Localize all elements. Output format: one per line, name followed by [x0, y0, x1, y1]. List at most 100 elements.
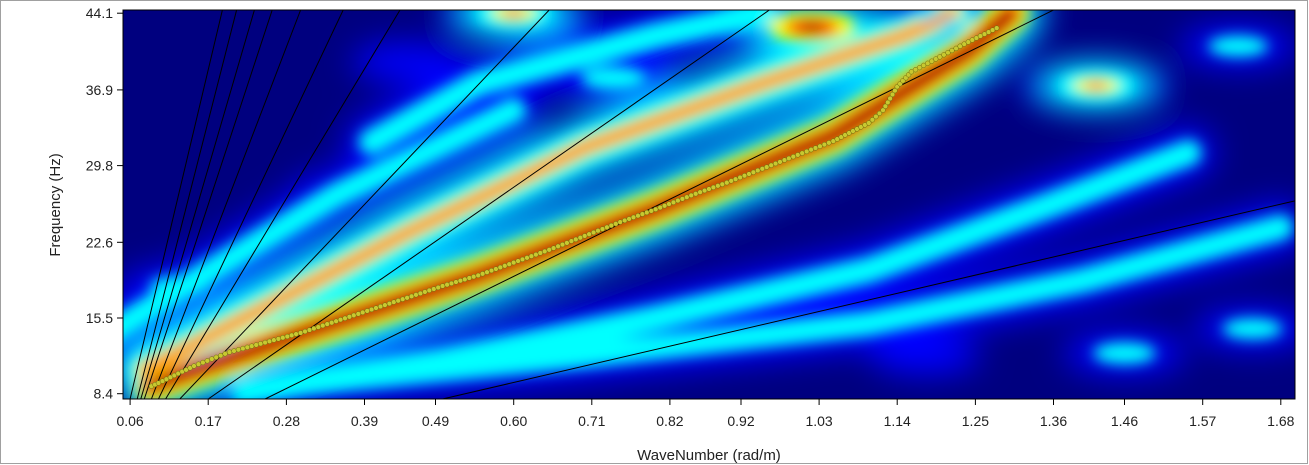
pick-point [688, 192, 694, 199]
pick-point [693, 191, 699, 197]
pick-point [528, 253, 535, 259]
pick-point [368, 306, 375, 313]
pick-point [542, 248, 548, 255]
pick-point [994, 25, 1000, 31]
pick-point [426, 287, 432, 294]
pick-point [666, 201, 672, 207]
y-tick-label-3: 29.8 [86, 158, 113, 174]
pick-point [916, 64, 923, 71]
x-tick-label-0: 0.06 [116, 413, 143, 429]
pick-point [599, 226, 606, 232]
pick-point [555, 243, 561, 249]
plot-area [123, 10, 1295, 399]
energy-spot-9-level-1 [884, 341, 967, 370]
velocity-line-6 [165, 10, 401, 399]
pick-point [920, 62, 927, 69]
pick-point [937, 54, 943, 60]
x-tick-label-8: 0.92 [727, 413, 754, 429]
pick-point [253, 342, 259, 348]
pick-point [400, 296, 406, 302]
pick-point [413, 292, 419, 298]
pick-point [195, 361, 202, 367]
pick-point [191, 363, 197, 369]
y-tick-label-2: 22.6 [86, 234, 113, 250]
x-axis-label: WaveNumber (rad/m) [637, 447, 781, 464]
pick-point [550, 245, 557, 251]
energy-spot-0-level-4 [799, 22, 825, 32]
pick-point [887, 95, 893, 102]
pick-point [808, 147, 814, 153]
pick-point [586, 231, 592, 237]
pick-point [271, 337, 277, 343]
pick-point [431, 286, 437, 292]
pick-point [373, 305, 379, 311]
y-tick-label-1: 15.5 [86, 310, 113, 326]
pick-point [622, 217, 628, 224]
pick-point [360, 309, 366, 316]
pick-point [568, 238, 575, 244]
pick-point [710, 184, 717, 191]
energy-spot-5-level-1 [365, 47, 449, 77]
pick-point [257, 341, 264, 347]
pick-point [595, 228, 601, 234]
pick-point [546, 247, 552, 253]
dispersion-picks [148, 25, 1000, 389]
pick-point [284, 333, 290, 340]
pick-point [333, 318, 339, 324]
pick-point [297, 330, 304, 336]
pick-point [626, 216, 632, 222]
pick-point [826, 140, 832, 146]
pick-point [364, 308, 370, 314]
pick-point [222, 351, 228, 357]
pick-point [577, 235, 583, 241]
pick-point [559, 241, 566, 248]
pick-point [630, 214, 637, 220]
pick-point [701, 187, 708, 194]
pick-point [617, 219, 623, 225]
pick-point [772, 160, 779, 167]
pick-point [746, 171, 752, 177]
pick-point [777, 159, 783, 165]
pick-point [240, 345, 246, 352]
pick-point [515, 258, 521, 264]
y-tick-label-4: 36.9 [86, 82, 113, 98]
x-tick-label-2: 0.28 [273, 413, 300, 429]
pick-point [941, 52, 947, 58]
pick-point [457, 278, 464, 284]
pick-point [873, 113, 879, 120]
pick-point [249, 343, 255, 349]
pick-point [732, 176, 739, 182]
pick-point [275, 336, 282, 342]
pick-point [209, 356, 215, 362]
x-tick-label-11: 1.25 [962, 413, 989, 429]
pick-point [293, 331, 299, 337]
pick-point [889, 91, 896, 98]
pick-point [391, 299, 397, 305]
pick-point [200, 359, 206, 366]
pick-point [524, 255, 530, 261]
y-axis: 8.4 15.5 22.6 29.8 36.9 44.1 [86, 5, 123, 402]
pick-point [462, 276, 468, 283]
pick-point [661, 203, 668, 209]
x-tick-label-4: 0.49 [422, 413, 449, 429]
pick-point [435, 284, 441, 291]
pick-point [869, 117, 876, 123]
pick-point [511, 259, 517, 266]
pick-point [479, 271, 486, 277]
pick-point [306, 327, 313, 333]
pick-point [355, 311, 361, 317]
velocity-line-4 [150, 10, 302, 399]
pick-point [953, 45, 959, 52]
pick-point [885, 99, 891, 106]
pick-point [493, 266, 499, 272]
velocity-line-3 [143, 10, 273, 399]
velocity-line-1 [136, 10, 238, 399]
pick-point [728, 178, 734, 184]
pick-point [386, 300, 393, 307]
pick-point [533, 251, 539, 258]
pick-point [715, 183, 721, 189]
pick-point [213, 354, 219, 360]
x-tick-label-5: 0.60 [500, 413, 527, 429]
pick-point [439, 283, 446, 289]
